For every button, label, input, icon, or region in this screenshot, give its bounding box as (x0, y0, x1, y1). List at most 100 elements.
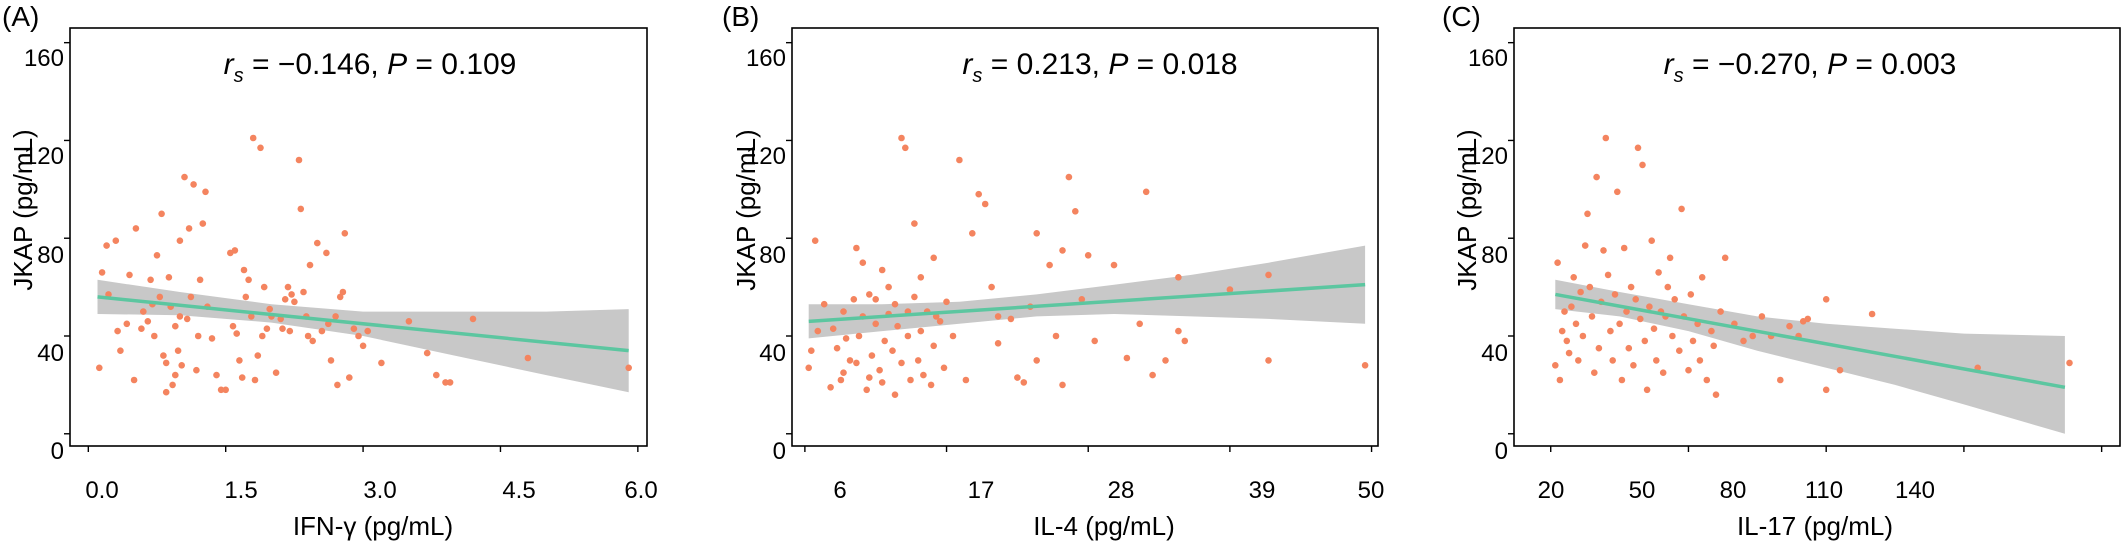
confidence-band (97, 279, 629, 393)
data-point (956, 156, 963, 164)
data-point (829, 325, 837, 333)
data-point (469, 315, 477, 323)
data-point (1646, 303, 1653, 311)
data-point (217, 386, 225, 394)
panel-c-xtick-labels: 20 50 80 110 140 (1538, 477, 1935, 504)
data-point (1614, 188, 1621, 196)
data-point (1226, 286, 1234, 293)
data-point (153, 252, 161, 259)
ytick-label: 120 (1468, 143, 1508, 170)
data-point (930, 342, 937, 350)
xtick-label: 39 (1249, 477, 1276, 504)
data-point (940, 364, 948, 372)
data-point (281, 296, 289, 303)
data-point (1033, 357, 1040, 364)
data-point (233, 330, 240, 337)
ytick-label: 0 (51, 438, 64, 465)
xtick-label: 4.5 (502, 477, 535, 504)
data-point (114, 327, 121, 335)
xtick-label: 6.0 (624, 477, 657, 504)
data-point (1007, 315, 1015, 323)
data-point (1558, 327, 1566, 335)
ytick-label: 160 (24, 45, 64, 72)
data-point (279, 325, 286, 333)
xtick-label: 3.0 (363, 477, 396, 504)
data-point (840, 369, 847, 377)
data-point (1561, 308, 1568, 315)
data-point (1698, 274, 1706, 281)
data-point (181, 173, 188, 181)
data-point (1565, 349, 1573, 357)
data-point (1687, 291, 1695, 298)
data-point (1758, 313, 1766, 320)
data-point (827, 384, 834, 391)
data-point (1588, 313, 1596, 320)
xtick-label: 28 (1108, 477, 1135, 504)
panel-b: (B) rs = 0.213, P = 0.018 IL-4 (pg/mL) J… (722, 1, 1384, 541)
data-point (853, 244, 860, 252)
data-point (855, 332, 863, 340)
data-point (1653, 357, 1660, 364)
data-point (169, 381, 176, 389)
data-point (1685, 366, 1692, 374)
data-point (1162, 357, 1169, 364)
data-point (229, 322, 237, 330)
data-point (291, 298, 298, 306)
data-point (962, 376, 970, 384)
data-point (1650, 325, 1658, 333)
data-point (1059, 381, 1066, 389)
data-point (1078, 296, 1086, 303)
xtick-label: 80 (1720, 477, 1747, 504)
data-point (820, 300, 828, 308)
data-point (174, 347, 182, 355)
data-point (1639, 161, 1646, 169)
data-point (306, 261, 314, 269)
data-point (1822, 296, 1830, 303)
data-point (199, 220, 207, 227)
data-point (866, 374, 873, 381)
data-point (236, 357, 243, 364)
panel-c-p-value: 0.003 (1881, 48, 1956, 81)
data-point (1072, 208, 1079, 215)
data-point (1181, 337, 1189, 345)
data-point (126, 271, 133, 279)
data-point (1721, 254, 1729, 262)
data-point (969, 230, 976, 237)
data-point (524, 354, 532, 362)
panel-c-r-value: −0.270 (1718, 48, 1811, 81)
data-point (872, 320, 879, 328)
data-point (833, 344, 841, 352)
panel-b-r-value: 0.213 (1017, 48, 1092, 81)
panel-a-stat: rs = −0.146, P = 0.109 (224, 48, 517, 87)
ytick-label: 0 (1495, 438, 1508, 465)
data-point (1554, 259, 1561, 267)
data-point (178, 362, 185, 369)
data-point (231, 247, 239, 254)
data-point (911, 220, 918, 227)
data-point (318, 327, 326, 335)
data-point (1110, 261, 1118, 269)
data-point (132, 225, 140, 232)
data-point (1655, 269, 1662, 276)
data-point (190, 181, 197, 188)
data-point (1671, 296, 1678, 303)
data-point (1637, 315, 1644, 323)
confidence-band (808, 245, 1366, 339)
data-point (1607, 327, 1614, 335)
data-point (103, 242, 110, 249)
data-point (433, 371, 440, 379)
data-point (943, 298, 950, 306)
panel-a-p-value: 0.109 (441, 48, 516, 81)
data-point (257, 144, 264, 152)
data-point (1579, 332, 1587, 340)
data-point (846, 357, 854, 364)
data-point (1033, 230, 1040, 237)
data-point (1052, 332, 1060, 340)
data-point (172, 371, 179, 379)
data-point (1710, 342, 1717, 350)
data-point (245, 276, 252, 284)
data-point (878, 379, 886, 386)
data-point (1593, 173, 1600, 181)
data-point (917, 274, 925, 281)
data-point (336, 293, 344, 301)
